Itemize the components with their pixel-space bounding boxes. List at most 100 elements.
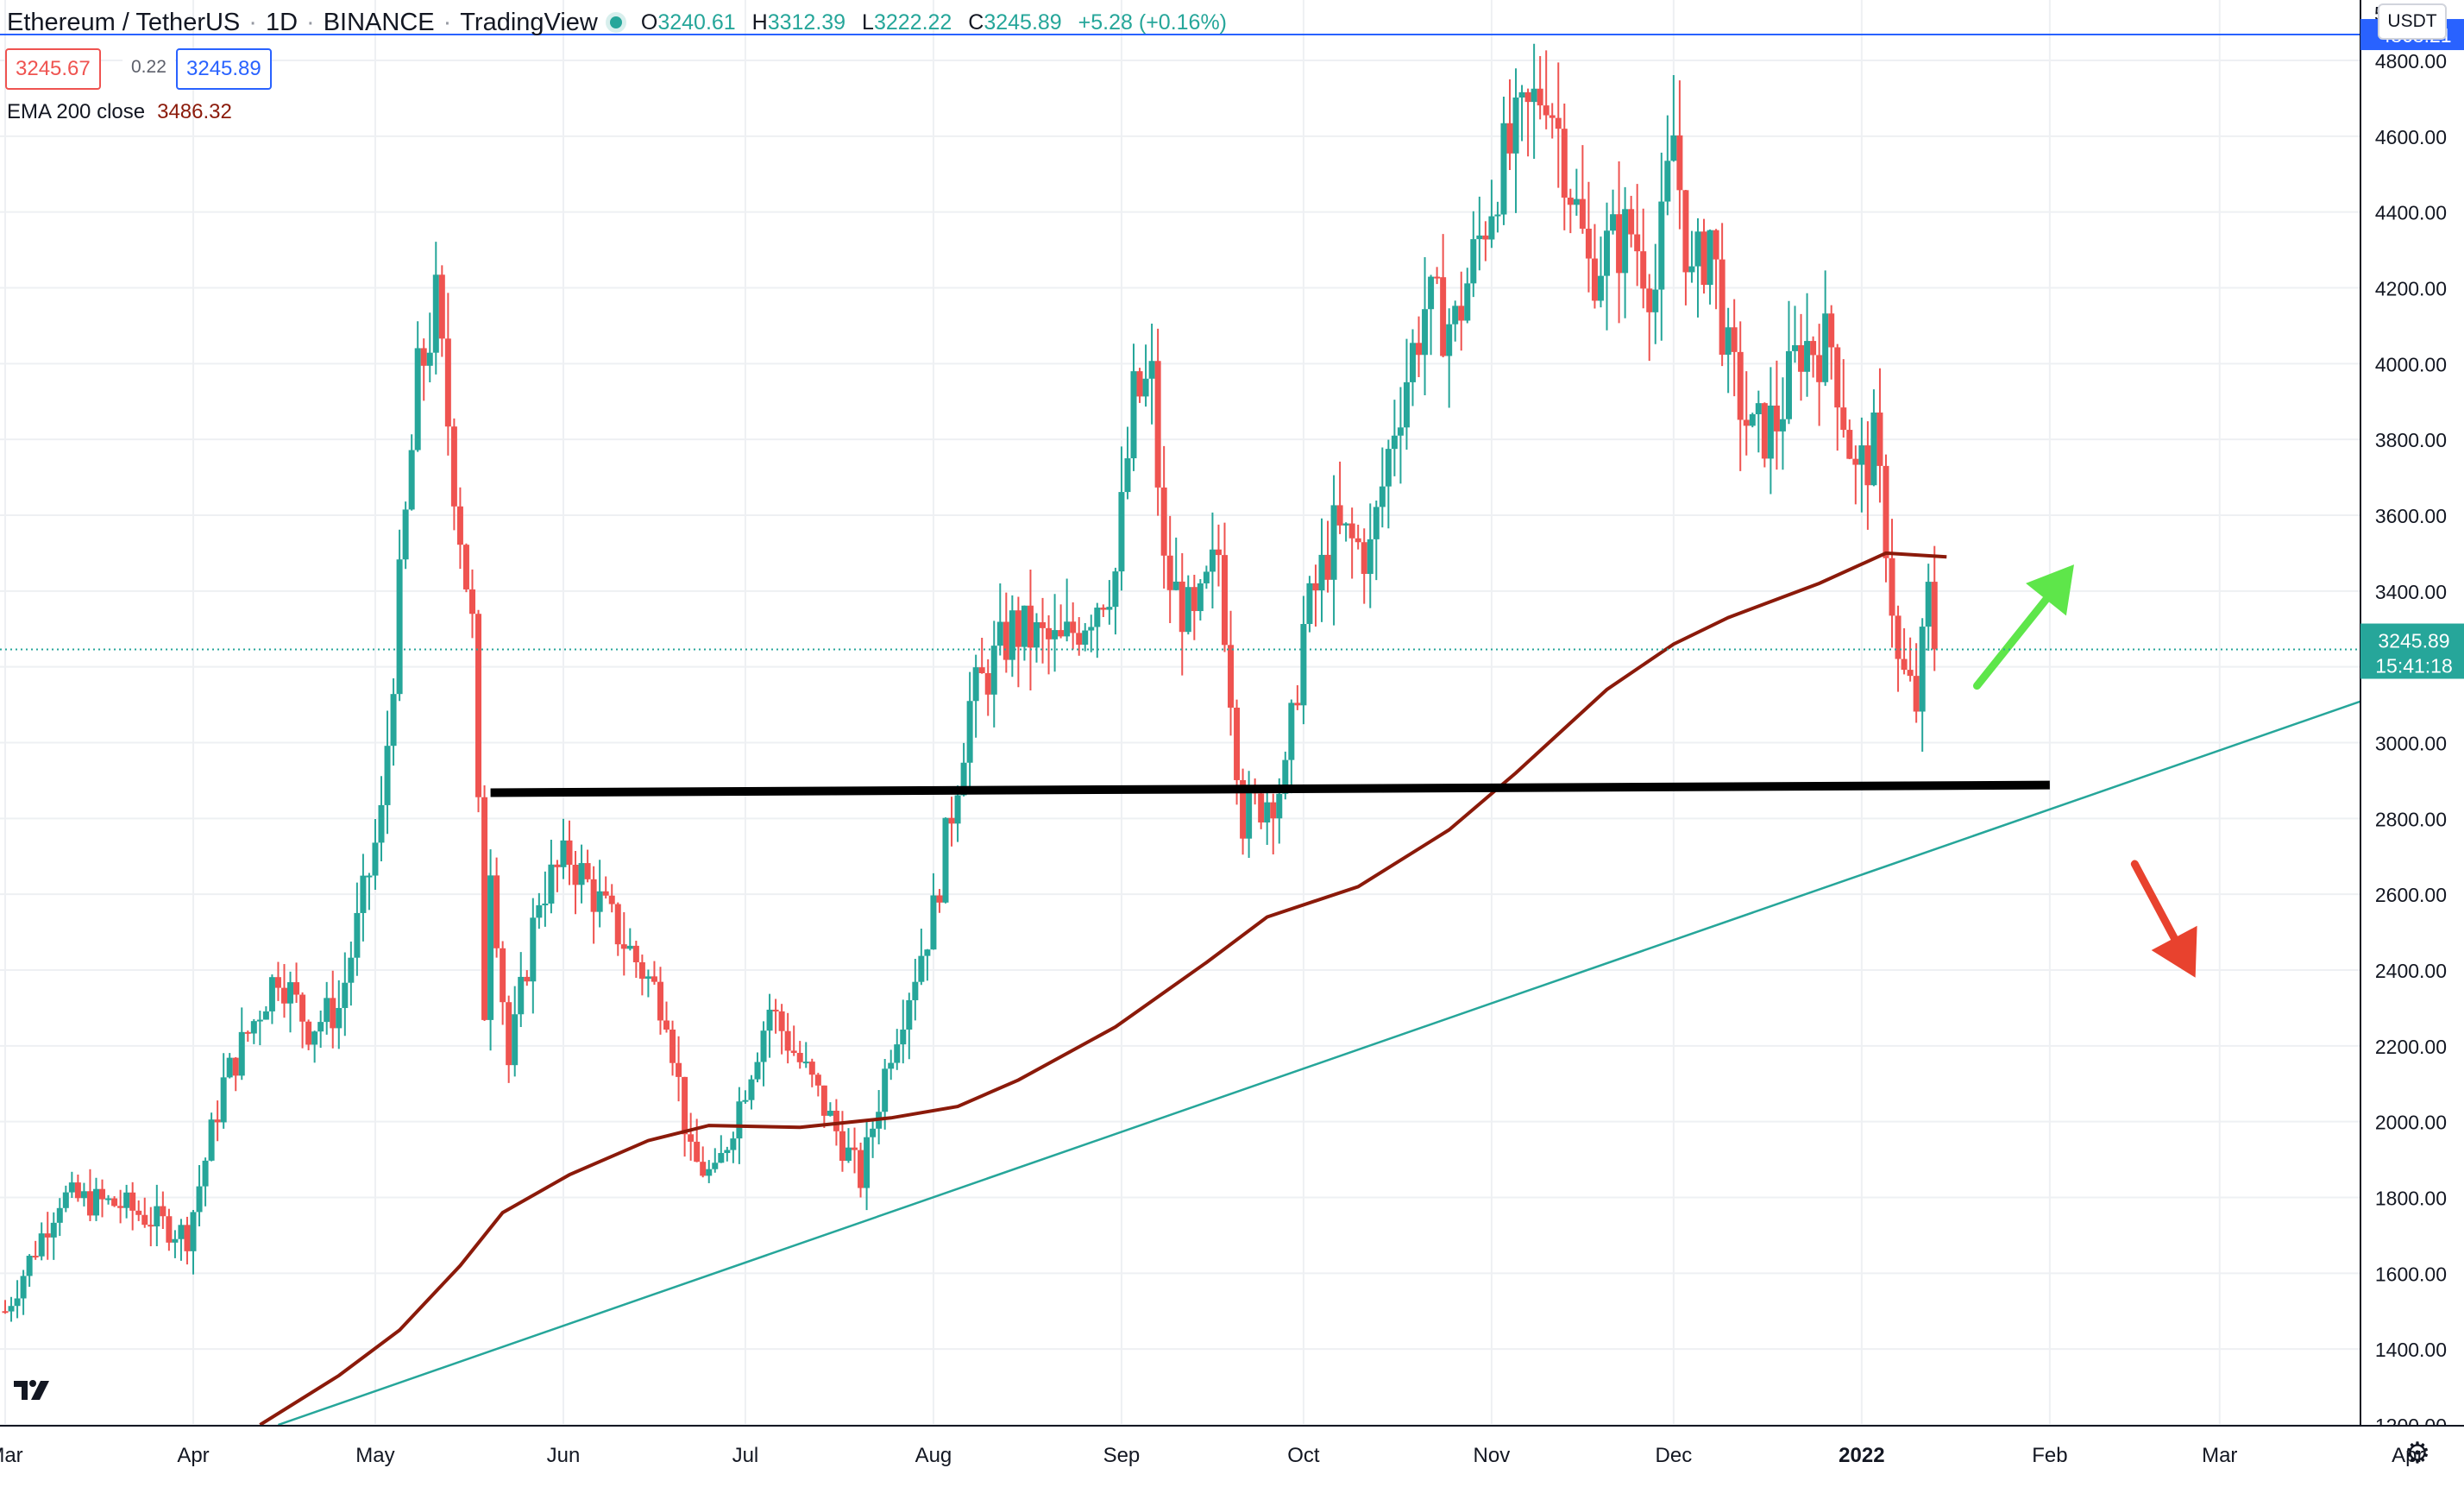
currency-button[interactable]: USDT bbox=[2378, 3, 2447, 40]
candle-up bbox=[542, 903, 549, 905]
candle-down bbox=[44, 1233, 51, 1238]
candle-up bbox=[1264, 802, 1271, 823]
time-tick-label: Jun bbox=[547, 1444, 581, 1467]
time-tick-label: Feb bbox=[2032, 1444, 2067, 1467]
open-label: O bbox=[640, 9, 658, 35]
trendline[interactable] bbox=[278, 655, 2464, 1427]
candle-up bbox=[1500, 123, 1507, 215]
support-line[interactable] bbox=[490, 780, 2050, 797]
candle-down bbox=[820, 1085, 827, 1116]
candle-up bbox=[256, 1019, 263, 1022]
candle-up bbox=[924, 949, 931, 956]
arrow-up-head[interactable] bbox=[2026, 564, 2074, 616]
buy-button[interactable]: 3245.89 bbox=[176, 48, 272, 90]
candle-up bbox=[1622, 209, 1629, 274]
candle-down bbox=[984, 672, 991, 695]
close-value: 3245.89 bbox=[984, 9, 1062, 35]
candle-down bbox=[1883, 465, 1889, 558]
candle-up bbox=[1403, 381, 1410, 428]
candle-down bbox=[1215, 549, 1222, 556]
candle-up bbox=[578, 863, 585, 885]
candle-up bbox=[1531, 88, 1537, 103]
price-tick-label: 2200.00 bbox=[2375, 1036, 2447, 1058]
price-tick-label: 3800.00 bbox=[2375, 429, 2447, 451]
candle-down bbox=[1355, 538, 1361, 543]
candle-down bbox=[784, 1030, 791, 1051]
candle-down bbox=[1228, 645, 1235, 708]
last-price-tag[interactable] bbox=[2360, 623, 2464, 679]
candle-up bbox=[536, 904, 543, 918]
interval-label[interactable]: 1D bbox=[265, 8, 299, 36]
candle-down bbox=[1100, 608, 1107, 610]
candle-up bbox=[1385, 449, 1392, 487]
candle-down bbox=[32, 1256, 39, 1258]
candle-down bbox=[1003, 621, 1009, 660]
candle-down bbox=[1713, 230, 1719, 260]
tradingview-logo-glyph bbox=[14, 1380, 49, 1400]
candle-up bbox=[1197, 583, 1204, 612]
candle-up bbox=[730, 1138, 737, 1150]
indicator-legend[interactable]: EMA 200 close 3486.32 bbox=[7, 100, 232, 124]
arrow-up-shaft[interactable] bbox=[1972, 595, 2050, 690]
candle-up bbox=[262, 1011, 269, 1020]
candle-up bbox=[1009, 610, 1015, 660]
settings-gear-icon[interactable]: ⚙ bbox=[2404, 1437, 2431, 1470]
candle-up bbox=[736, 1101, 743, 1139]
candle-down bbox=[86, 1191, 93, 1216]
candle-down bbox=[1895, 615, 1901, 659]
candle-down bbox=[1591, 258, 1598, 301]
candle-up bbox=[1373, 507, 1380, 539]
candle-up bbox=[1767, 405, 1774, 459]
candle-down bbox=[1561, 129, 1568, 198]
candle-down bbox=[1166, 555, 1173, 590]
candle-up bbox=[802, 1062, 809, 1064]
sell-button[interactable]: 3245.67 bbox=[5, 48, 101, 90]
ema-200-line[interactable] bbox=[259, 551, 1947, 1427]
candle-up bbox=[966, 701, 973, 763]
candle-down bbox=[1027, 605, 1034, 648]
candle-up bbox=[845, 1147, 852, 1161]
candle-up bbox=[1604, 230, 1611, 276]
candle-down bbox=[1585, 228, 1592, 259]
candle-up bbox=[1118, 492, 1125, 572]
candle-down bbox=[148, 1225, 154, 1227]
separator: · bbox=[306, 8, 315, 36]
candle-up bbox=[1518, 91, 1525, 98]
candle-up bbox=[390, 694, 397, 747]
close-label: C bbox=[968, 9, 984, 35]
market-status-icon[interactable] bbox=[609, 16, 622, 28]
candle-down bbox=[1810, 341, 1817, 356]
arrow-down-head[interactable] bbox=[2151, 925, 2197, 978]
candle-up bbox=[942, 817, 949, 903]
candle-up bbox=[930, 895, 937, 950]
candle-down bbox=[117, 1206, 124, 1208]
candle-up bbox=[487, 875, 494, 1020]
candle-down bbox=[669, 1029, 676, 1063]
symbol-name[interactable]: Ethereum / TetherUS bbox=[7, 8, 241, 36]
candle-up bbox=[360, 875, 367, 913]
time-tick-label: Apr bbox=[177, 1444, 209, 1467]
candle-up bbox=[1476, 235, 1483, 240]
candle-up bbox=[954, 795, 961, 824]
spread-value: 0.22 bbox=[123, 48, 175, 86]
candle-down bbox=[651, 976, 657, 982]
candle-up bbox=[724, 1150, 731, 1154]
candle-up bbox=[888, 1062, 895, 1069]
candle-up bbox=[760, 1030, 767, 1062]
candle-up bbox=[742, 1099, 749, 1102]
candle-down bbox=[274, 977, 281, 988]
candle-up bbox=[748, 1079, 755, 1100]
candle-up bbox=[1725, 327, 1732, 356]
candle-down bbox=[796, 1053, 803, 1062]
separator: · bbox=[443, 8, 452, 36]
arrow-down-shaft[interactable] bbox=[2130, 860, 2178, 942]
tradingview-logo-icon[interactable] bbox=[7, 1369, 57, 1410]
candle-up bbox=[1785, 350, 1792, 419]
candle-down bbox=[1312, 583, 1319, 591]
candle-down bbox=[111, 1198, 118, 1207]
candle-down bbox=[74, 1182, 81, 1199]
candle-up bbox=[342, 982, 349, 1008]
candle-up bbox=[1082, 630, 1089, 646]
